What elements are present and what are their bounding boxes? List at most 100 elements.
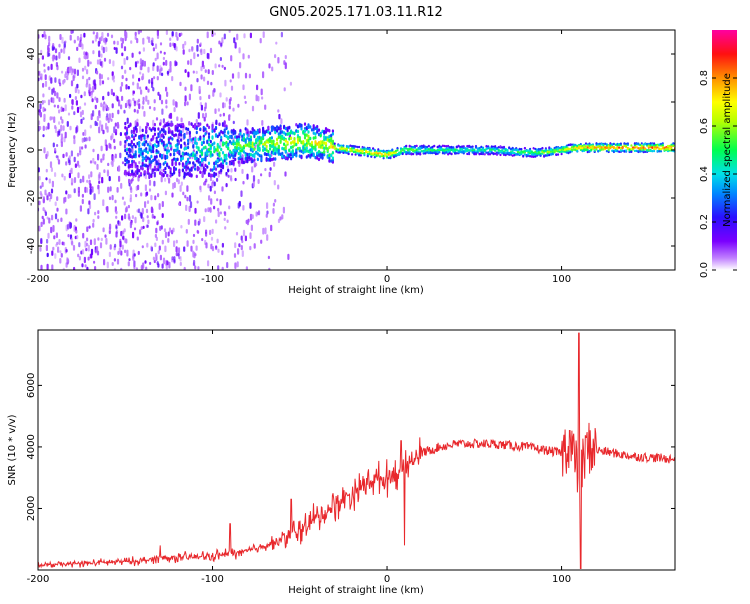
spectrogram-cell <box>600 143 603 146</box>
spectrogram-cell <box>529 155 532 158</box>
spectrogram-cell <box>349 144 352 147</box>
spectrogram-cell <box>309 136 312 141</box>
spectrogram-cell <box>106 116 109 121</box>
spectrogram-cell <box>216 148 219 152</box>
spectrogram-cell <box>157 162 160 166</box>
spectrogram-cell <box>548 150 551 154</box>
spectrogram-cell <box>83 55 86 60</box>
spectrogram-cell <box>136 109 139 114</box>
spectrogram-cell <box>283 155 286 159</box>
spectrogram-cell <box>81 198 84 205</box>
spectrogram-cell <box>141 142 144 146</box>
spectrogram-cell <box>156 65 159 72</box>
spectrogram-cell <box>644 150 647 153</box>
spectrogram-cell <box>159 168 163 172</box>
spectrogram-cell <box>272 208 275 214</box>
spectrogram-cell <box>373 148 376 152</box>
spectrogram-cell <box>424 150 427 153</box>
spectrogram-cell <box>192 153 195 158</box>
spectrogram-cell <box>495 146 499 150</box>
spectrogram-cell <box>196 38 199 44</box>
spectrogram-cell <box>137 98 141 103</box>
spectrogram-cell <box>166 91 169 97</box>
spectrogram-cell <box>134 61 138 68</box>
spectrogram-cell <box>293 137 296 141</box>
spectrogram-cell <box>314 155 317 160</box>
spectrogram-cell <box>220 147 223 152</box>
spectrogram-cell <box>76 160 80 167</box>
spectrogram-cell <box>86 78 89 85</box>
spectrogram-cell <box>654 147 657 150</box>
spectrogram-cell <box>148 148 151 152</box>
spectrogram-cell <box>86 54 89 60</box>
spectrogram-cell <box>639 147 642 150</box>
spectrogram-cell <box>148 106 152 110</box>
spectrogram-cell <box>173 152 176 156</box>
colorbar-tick-label: 0.2 <box>699 214 710 230</box>
spectrogram-cell <box>195 174 198 179</box>
spectrogram-cell <box>424 152 427 155</box>
spectrogram-cell <box>158 245 161 251</box>
spectrogram-cell <box>480 148 483 151</box>
spectrogram-cell <box>516 153 519 156</box>
spectrogram-cell <box>74 163 77 168</box>
spectrogram-cell <box>179 185 182 192</box>
spectrogram-cell <box>158 203 161 210</box>
spectrogram-cell <box>626 142 629 145</box>
spectrogram-cell <box>81 43 84 50</box>
spectrogram-cell <box>98 126 101 134</box>
colorbar-gradient <box>712 30 737 270</box>
spectrogram-cell <box>178 173 181 177</box>
spectrogram-cell <box>204 145 207 149</box>
spectrogram-cell <box>438 151 441 154</box>
spectrogram-cell <box>338 151 341 154</box>
spectrogram-cell <box>139 172 143 176</box>
spectrogram-cell <box>54 90 57 97</box>
spectrogram-cell <box>47 99 51 106</box>
spectrogram-cell <box>72 75 75 82</box>
spectrogram-cell <box>159 254 162 261</box>
spectrogram-cell <box>66 257 69 263</box>
spectrogram-cell <box>150 174 153 178</box>
spectrogram-cell <box>544 154 547 157</box>
spectrogram-cell <box>176 116 179 122</box>
spectrogram-cell <box>59 34 62 40</box>
y-tick-label: -40 <box>26 238 37 254</box>
spectrogram-cell <box>58 121 61 125</box>
spectrogram-cell <box>69 93 72 98</box>
spectrogram-cell <box>485 147 488 151</box>
spectrogram-cell <box>175 252 178 257</box>
spectrogram-cell <box>298 146 301 151</box>
spectrogram-cell <box>251 141 254 145</box>
spectrogram-cell <box>106 169 109 174</box>
spectrogram-cell <box>488 150 492 153</box>
spectrogram-cell <box>98 113 101 119</box>
spectrogram-cell <box>225 161 228 166</box>
spectrogram-cell <box>270 126 273 130</box>
spectrogram-cell <box>448 148 451 151</box>
spectrogram-cell <box>67 112 71 116</box>
spectrogram-cell <box>282 206 285 214</box>
spectrogram-cell <box>426 145 429 149</box>
spectrogram-cell <box>625 142 628 146</box>
spectrogram-cell <box>218 158 221 162</box>
spectrogram-cell <box>214 172 218 176</box>
spectrogram-cell <box>113 258 116 262</box>
spectrogram-cell <box>216 159 219 163</box>
spectrogram-cell <box>124 132 127 136</box>
spectrogram-cell <box>223 141 226 146</box>
spectrogram-cell <box>76 152 80 157</box>
spectrogram-cell <box>81 263 84 268</box>
spectrogram-cell <box>162 257 166 265</box>
spectrogram-cell <box>232 142 235 146</box>
spectrogram-cell <box>268 171 271 178</box>
spectrogram-cell <box>126 249 129 257</box>
spectrogram-cell <box>108 59 111 65</box>
spectrogram-cell <box>246 159 249 163</box>
spectrogram-cell <box>447 153 450 156</box>
spectrogram-cell <box>270 150 273 155</box>
spectrogram-cell <box>140 89 143 95</box>
spectrogram-cell <box>216 238 219 244</box>
spectrogram-cell <box>62 125 65 131</box>
spectrogram-cell <box>166 70 169 75</box>
